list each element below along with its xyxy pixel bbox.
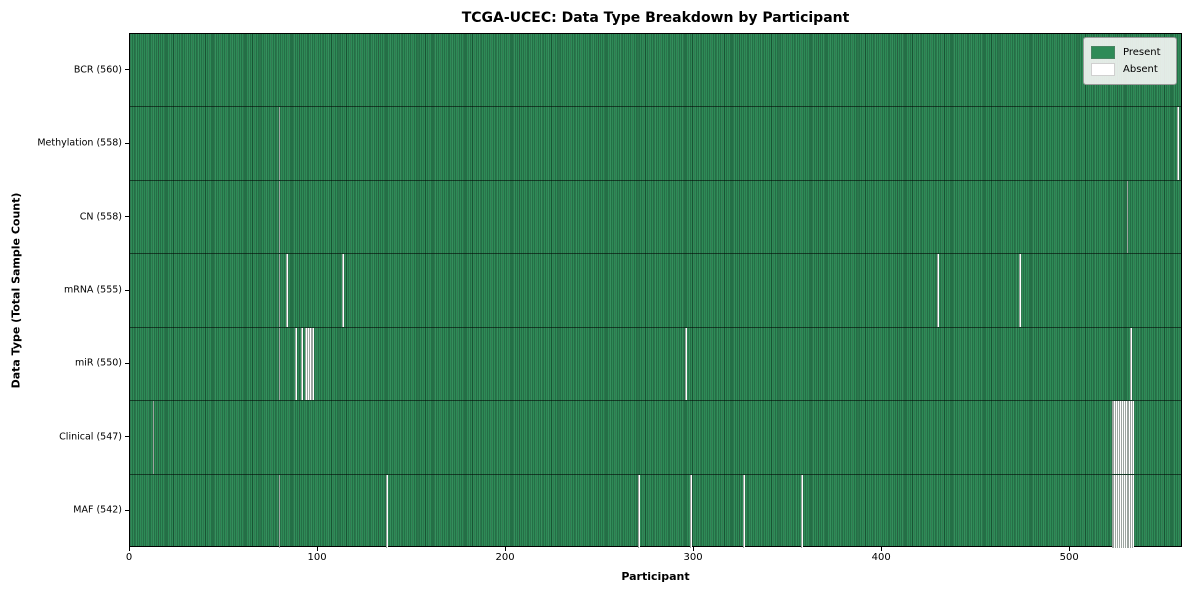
- absent-cell: [1124, 474, 1127, 548]
- absent-cell: [1177, 107, 1180, 180]
- present-swatch-icon: [1091, 46, 1115, 59]
- heatmap-row-mir: [130, 327, 1181, 402]
- x-tick-label: 500: [1059, 552, 1079, 563]
- absent-cell: [1126, 474, 1129, 548]
- x-tick-label: 0: [125, 552, 133, 563]
- absent-cell: [306, 327, 309, 401]
- absent-cell: [1122, 401, 1125, 474]
- heatmap-row-mrna: [130, 254, 1181, 328]
- absent-swatch-icon: [1091, 63, 1115, 76]
- absent-cell: [278, 327, 281, 401]
- y-tick-mark: [125, 509, 129, 511]
- absent-cell: [637, 474, 640, 548]
- y-tick-mark: [125, 436, 129, 438]
- absent-cell: [278, 474, 281, 548]
- chart-title: TCGA-UCEC: Data Type Breakdown by Partic…: [461, 10, 850, 26]
- legend: Present Absent: [1083, 37, 1177, 85]
- legend-label: Absent: [1123, 64, 1158, 75]
- absent-cell: [1111, 474, 1114, 548]
- absent-cell: [152, 401, 155, 474]
- heatmap-row-maf: [130, 474, 1181, 548]
- y-tick-mark: [125, 69, 129, 71]
- absent-cell: [1132, 401, 1135, 474]
- x-tick-mark: [316, 547, 318, 551]
- absent-cell: [1119, 474, 1121, 548]
- x-tick-label: 400: [871, 552, 891, 563]
- absent-cell: [742, 474, 745, 548]
- absent-cell: [1130, 474, 1133, 548]
- absent-cell: [1115, 474, 1118, 548]
- absent-cell: [1117, 474, 1120, 548]
- y-tick-mark: [125, 362, 129, 364]
- absent-cell: [1128, 474, 1131, 548]
- absent-cell: [278, 107, 281, 180]
- x-tick-mark: [128, 547, 130, 551]
- y-tick-label: BCR (560): [73, 64, 122, 76]
- y-tick-label: Clinical (547): [59, 431, 122, 443]
- absent-cell: [1126, 180, 1129, 254]
- legend-label: Present: [1123, 47, 1161, 58]
- absent-cell: [1019, 254, 1022, 327]
- y-tick-mark: [125, 216, 129, 218]
- absent-cell: [1126, 401, 1129, 474]
- absent-cell: [1130, 401, 1133, 474]
- y-tick-label: Methylation (558): [37, 137, 122, 149]
- y-tick-mark: [125, 142, 129, 144]
- heatmap-row-methylation: [130, 107, 1181, 181]
- legend-item-absent: Absent: [1091, 61, 1168, 78]
- y-tick-mark: [125, 289, 129, 291]
- absent-cell: [801, 474, 804, 548]
- absent-cell: [1120, 401, 1123, 474]
- absent-cell: [1132, 474, 1135, 548]
- absent-cell: [304, 327, 307, 401]
- absent-cell: [1117, 401, 1120, 474]
- x-tick-label: 200: [495, 552, 515, 563]
- x-axis-label: Participant: [621, 570, 690, 583]
- absent-cell: [1115, 401, 1118, 474]
- absent-cell: [278, 254, 281, 327]
- absent-cell: [301, 327, 303, 401]
- absent-cell: [308, 327, 311, 401]
- y-tick-label: mRNA (555): [63, 284, 122, 296]
- absent-cell: [278, 180, 281, 254]
- x-tick-mark: [880, 547, 882, 551]
- x-tick-mark: [1068, 547, 1070, 551]
- absent-cell: [1120, 474, 1123, 548]
- absent-cell: [342, 254, 345, 327]
- absent-cell: [1111, 401, 1114, 474]
- legend-item-present: Present: [1091, 44, 1168, 61]
- absent-cell: [1122, 474, 1125, 548]
- y-tick-label: MAF (542): [73, 504, 122, 516]
- absent-cell: [1113, 401, 1116, 474]
- absent-cell: [1113, 474, 1116, 548]
- absent-cell: [312, 327, 315, 401]
- absent-cell: [286, 254, 288, 327]
- absent-cell: [1128, 401, 1131, 474]
- y-tick-label: miR (550): [74, 357, 122, 369]
- absent-cell: [690, 474, 693, 548]
- x-tick-label: 300: [683, 552, 703, 563]
- absent-cell: [295, 327, 298, 401]
- heatmap-row-cn: [130, 180, 1181, 255]
- absent-cell: [1119, 401, 1121, 474]
- x-tick-label: 100: [307, 552, 327, 563]
- absent-cell: [310, 327, 313, 401]
- y-axis-label: Data Type (Total Sample Count): [9, 192, 23, 389]
- absent-cell: [1130, 327, 1133, 401]
- heatmap-row-clinical: [130, 401, 1181, 475]
- heatmap-row-bcr: [130, 34, 1181, 108]
- absent-cell: [684, 327, 687, 401]
- absent-cell: [385, 474, 388, 548]
- absent-cell: [936, 254, 939, 327]
- x-tick-mark: [504, 547, 506, 551]
- x-tick-mark: [692, 547, 694, 551]
- y-tick-label: CN (558): [79, 211, 122, 223]
- absent-cell: [1124, 401, 1127, 474]
- plot-area: [129, 33, 1182, 548]
